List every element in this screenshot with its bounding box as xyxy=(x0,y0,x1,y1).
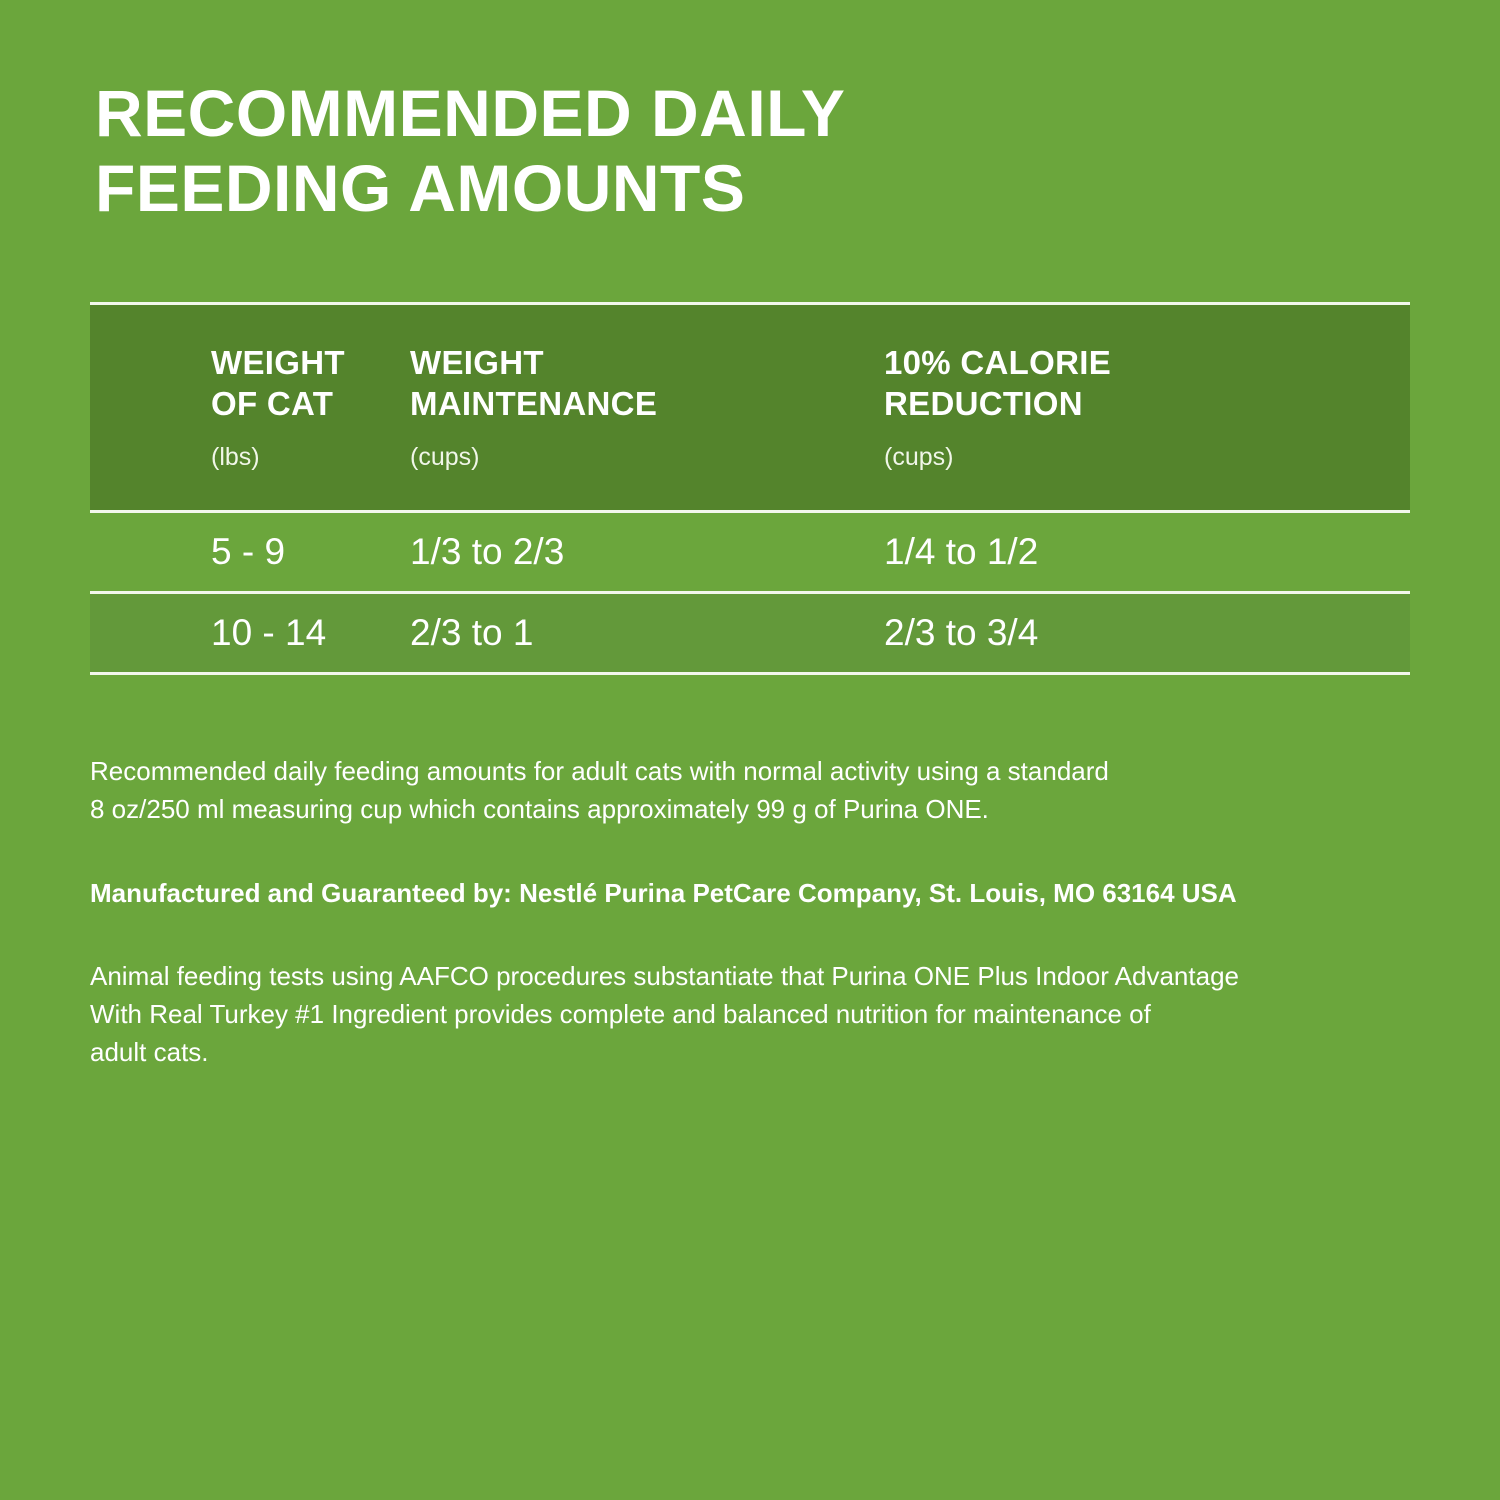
spacer xyxy=(90,828,1440,874)
aafco-line-1: Animal feeding tests using AAFCO procedu… xyxy=(90,960,1239,991)
page-title-line-2: FEEDING AMOUNTS xyxy=(95,151,746,226)
spacer xyxy=(90,913,1440,957)
table-row: 5 - 9 1/3 to 2/3 1/4 to 1/2 xyxy=(90,512,1410,591)
table-row-divider xyxy=(90,590,1410,594)
cell-weight-maintenance: 2/3 to 1 xyxy=(410,612,534,654)
feeding-note: Recommended daily feeding amounts for ad… xyxy=(90,752,1440,828)
aafco-line-2: With Real Turkey #1 Ingredient provides … xyxy=(90,998,1151,1029)
table-header-calorie-reduction-title: 10% CALORIE REDUCTION xyxy=(884,344,1112,422)
table-header-row: WEIGHT OF CAT (lbs) WEIGHT MAINTENANCE (… xyxy=(90,305,1410,510)
table-header-calorie-reduction: 10% CALORIE REDUCTION (cups) xyxy=(884,343,1410,470)
table-header-weight-maintenance-unit: (cups) xyxy=(410,442,480,471)
table-bottom-rule xyxy=(90,671,1410,675)
page-title: RECOMMENDED DAILY FEEDING AMOUNTS xyxy=(95,76,1195,226)
feeding-note-line-2: 8 oz/250 ml measuring cup which contains… xyxy=(90,794,989,825)
page-title-line-1: RECOMMENDED DAILY xyxy=(95,76,846,150)
table-header-rule xyxy=(90,509,1410,513)
cell-weight-maintenance: 1/3 to 2/3 xyxy=(410,531,565,573)
table-row: 10 - 14 2/3 to 1 2/3 to 3/4 xyxy=(90,593,1410,672)
table-header-weight-maintenance: WEIGHT MAINTENANCE (cups) xyxy=(410,343,884,470)
table-header-calorie-reduction-unit: (cups) xyxy=(884,442,954,471)
table-header-weight-of-cat-title: WEIGHT OF CAT xyxy=(211,344,345,422)
aafco-line-3: adult cats. xyxy=(90,1037,209,1068)
notes-section: Recommended daily feeding amounts for ad… xyxy=(90,752,1440,1071)
feeding-amounts-table: WEIGHT OF CAT (lbs) WEIGHT MAINTENANCE (… xyxy=(90,302,1410,675)
manufacturer-note: Manufactured and Guaranteed by: Nestlé P… xyxy=(90,878,1237,909)
feeding-note-line-1: Recommended daily feeding amounts for ad… xyxy=(90,756,1109,786)
table-header-weight-of-cat-unit: (lbs) xyxy=(211,442,260,471)
cell-weight-of-cat: 10 - 14 xyxy=(211,612,327,654)
aafco-statement: Animal feeding tests using AAFCO procedu… xyxy=(90,957,1440,1072)
table-header-weight-maintenance-title: WEIGHT MAINTENANCE xyxy=(410,344,658,422)
cell-calorie-reduction: 2/3 to 3/4 xyxy=(884,612,1039,654)
cell-weight-of-cat: 5 - 9 xyxy=(211,531,286,573)
table-header-weight-of-cat: WEIGHT OF CAT (lbs) xyxy=(90,343,410,470)
cell-calorie-reduction: 1/4 to 1/2 xyxy=(884,531,1039,573)
table-top-rule xyxy=(90,302,1410,305)
